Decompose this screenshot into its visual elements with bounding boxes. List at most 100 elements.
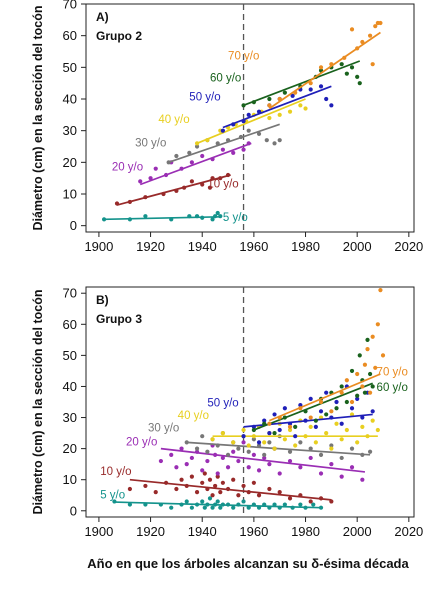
trend-line bbox=[168, 123, 280, 164]
data-point bbox=[174, 465, 179, 470]
series-label: 30 y/o bbox=[148, 423, 179, 435]
y-tick-label: 60 bbox=[63, 28, 77, 43]
series-label: 60 y/o bbox=[210, 73, 241, 85]
series-5-yo bbox=[101, 210, 223, 222]
data-point bbox=[298, 465, 303, 470]
data-point bbox=[241, 147, 246, 152]
data-point bbox=[272, 412, 277, 417]
data-point bbox=[290, 93, 295, 98]
x-axis-label: Año en que los árboles alcanzan su δ-ési… bbox=[87, 556, 409, 571]
data-point bbox=[339, 384, 344, 389]
data-point bbox=[256, 468, 262, 473]
data-point bbox=[355, 440, 360, 445]
data-point bbox=[339, 474, 344, 479]
data-point bbox=[298, 502, 303, 507]
data-point bbox=[246, 449, 251, 454]
series-label: 40 y/o bbox=[178, 410, 209, 422]
series-label: 70 y/o bbox=[377, 367, 408, 379]
data-point bbox=[210, 505, 215, 510]
series-label: 10 y/o bbox=[207, 179, 238, 191]
data-point bbox=[231, 477, 236, 482]
series-label: 10 y/o bbox=[100, 466, 131, 478]
y-tick-label: 60 bbox=[63, 317, 77, 332]
x-tick-label: 1980 bbox=[291, 239, 320, 254]
trend-line bbox=[222, 85, 332, 129]
data-point bbox=[158, 458, 163, 464]
data-point bbox=[246, 443, 251, 448]
data-point bbox=[189, 474, 194, 479]
data-point bbox=[241, 440, 246, 445]
data-point bbox=[236, 458, 241, 464]
data-point bbox=[349, 406, 355, 411]
data-point bbox=[277, 471, 282, 476]
data-point bbox=[267, 440, 272, 445]
data-point bbox=[202, 471, 207, 476]
data-point bbox=[267, 115, 272, 121]
data-point bbox=[313, 418, 318, 423]
data-point bbox=[355, 74, 360, 79]
data-point bbox=[349, 368, 355, 374]
data-point bbox=[344, 399, 349, 405]
data-point bbox=[373, 24, 378, 29]
data-point bbox=[194, 490, 200, 495]
series-70-yo bbox=[267, 20, 383, 110]
data-point bbox=[370, 62, 375, 67]
data-point bbox=[318, 471, 324, 476]
series-label: 5 y/o bbox=[100, 489, 125, 501]
data-point bbox=[282, 90, 287, 95]
data-point bbox=[207, 185, 213, 190]
data-point bbox=[349, 465, 355, 470]
data-point bbox=[362, 390, 368, 395]
data-point bbox=[287, 427, 293, 433]
data-point bbox=[267, 103, 272, 108]
data-point bbox=[367, 390, 373, 395]
data-point bbox=[200, 434, 205, 439]
data-point bbox=[215, 474, 220, 479]
data-point bbox=[169, 452, 174, 457]
panel-title: Grupo 2 bbox=[96, 29, 142, 43]
data-point bbox=[210, 493, 215, 498]
series-label: 20 y/o bbox=[126, 437, 157, 449]
data-point bbox=[215, 210, 220, 216]
trend-line bbox=[269, 373, 381, 422]
x-tick-label: 1920 bbox=[136, 524, 165, 539]
data-point bbox=[277, 427, 282, 433]
data-point bbox=[324, 412, 329, 417]
data-point bbox=[241, 427, 246, 433]
data-point bbox=[246, 112, 251, 117]
data-point bbox=[298, 103, 303, 108]
series-5-yo bbox=[112, 496, 324, 510]
data-point bbox=[127, 486, 133, 492]
data-point bbox=[187, 150, 192, 155]
series-label: 50 y/o bbox=[207, 398, 238, 410]
data-point bbox=[370, 409, 375, 414]
data-point bbox=[375, 427, 380, 433]
data-point bbox=[311, 502, 316, 507]
y-tick-label: 30 bbox=[63, 410, 77, 425]
data-point bbox=[378, 20, 383, 26]
trend-line bbox=[129, 478, 332, 501]
data-point bbox=[349, 65, 355, 70]
data-point bbox=[169, 505, 174, 510]
data-point bbox=[267, 430, 272, 436]
data-point bbox=[262, 418, 267, 423]
data-point bbox=[220, 430, 225, 436]
data-point bbox=[360, 384, 365, 389]
data-point bbox=[236, 493, 241, 498]
data-point bbox=[220, 480, 225, 485]
data-point bbox=[277, 138, 282, 143]
plot-frame bbox=[85, 3, 415, 233]
data-point bbox=[218, 505, 223, 510]
data-point bbox=[251, 480, 256, 485]
data-point bbox=[355, 393, 360, 398]
data-point bbox=[202, 505, 207, 510]
data-point bbox=[194, 144, 200, 149]
data-point bbox=[205, 458, 210, 464]
data-point bbox=[148, 176, 153, 181]
data-point bbox=[287, 458, 293, 464]
data-point bbox=[225, 465, 231, 470]
data-point bbox=[287, 449, 293, 454]
data-point bbox=[380, 353, 386, 358]
data-point bbox=[210, 437, 215, 442]
trend-line bbox=[268, 31, 381, 110]
